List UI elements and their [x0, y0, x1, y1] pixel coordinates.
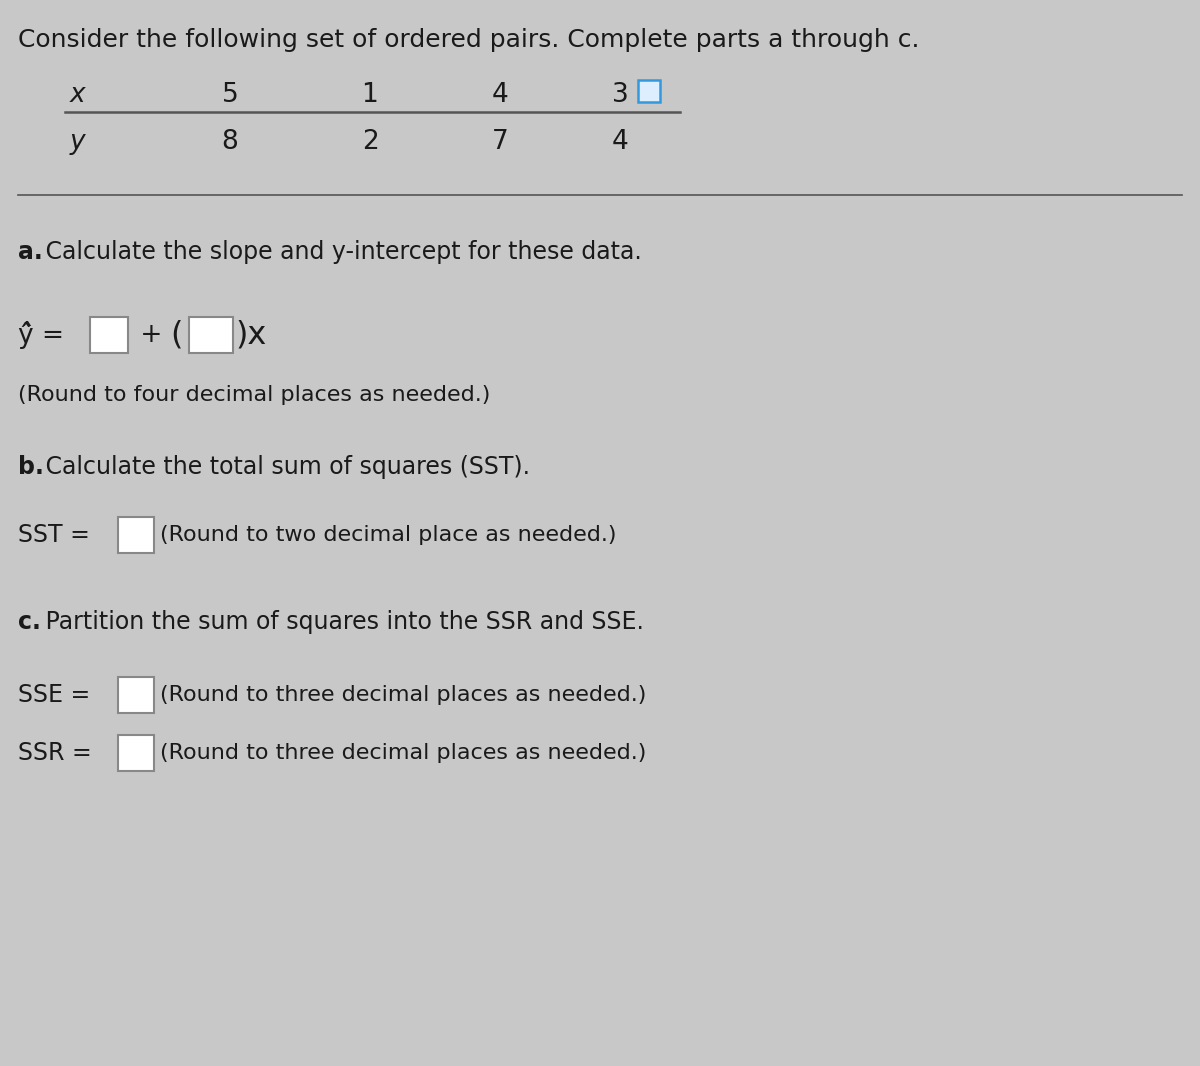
Text: Partition the sum of squares into the SSR and SSE.: Partition the sum of squares into the SS…	[38, 610, 644, 634]
Text: SSR =: SSR =	[18, 741, 100, 765]
Text: 4: 4	[612, 129, 629, 155]
Text: (: (	[170, 320, 182, 351]
Text: c.: c.	[18, 610, 41, 634]
Text: SSE =: SSE =	[18, 683, 97, 707]
Text: 1: 1	[361, 82, 378, 108]
Text: Calculate the total sum of squares (SST).: Calculate the total sum of squares (SST)…	[38, 455, 530, 479]
Text: 7: 7	[492, 129, 509, 155]
Text: Calculate the slope and y-intercept for these data.: Calculate the slope and y-intercept for …	[38, 240, 642, 264]
Text: (Round to two decimal place as needed.): (Round to two decimal place as needed.)	[160, 524, 617, 545]
Text: ŷ̂ =: ŷ̂ =	[18, 321, 72, 349]
Bar	[90, 317, 128, 353]
Text: (Round to three decimal places as needed.): (Round to three decimal places as needed…	[160, 743, 647, 763]
Text: (Round to four decimal places as needed.): (Round to four decimal places as needed.…	[18, 385, 491, 405]
Text: +: +	[132, 322, 170, 348]
Text: Consider the following set of ordered pairs. Complete parts a through c.: Consider the following set of ordered pa…	[18, 28, 919, 52]
Bar	[118, 734, 154, 771]
Text: y: y	[70, 129, 85, 155]
Text: 3: 3	[612, 82, 629, 108]
Bar	[190, 317, 233, 353]
Text: 5: 5	[222, 82, 239, 108]
Text: 2: 2	[361, 129, 378, 155]
Text: a.: a.	[18, 240, 43, 264]
Text: )x: )x	[236, 320, 268, 351]
Bar	[638, 80, 660, 102]
Text: 4: 4	[492, 82, 509, 108]
Text: 8: 8	[222, 129, 239, 155]
Bar	[118, 677, 154, 713]
Text: SST =: SST =	[18, 523, 97, 547]
Text: b.: b.	[18, 455, 44, 479]
Bar	[118, 517, 154, 553]
Text: x: x	[70, 82, 85, 108]
Text: (Round to three decimal places as needed.): (Round to three decimal places as needed…	[160, 685, 647, 705]
